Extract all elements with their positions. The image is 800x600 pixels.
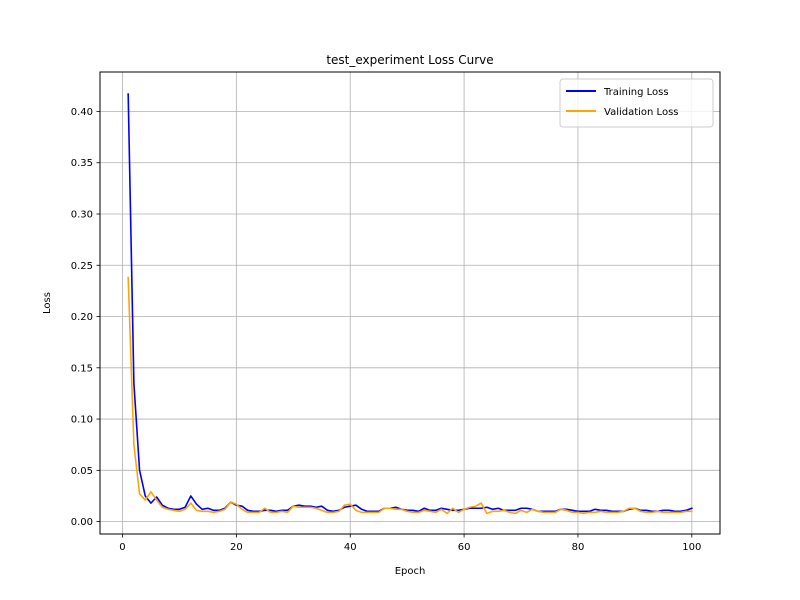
y-tick-label: 0.15: [71, 363, 93, 374]
x-tick-label: 100: [682, 542, 701, 553]
training-loss-line: [127, 93, 693, 513]
x-tick-label: 40: [344, 542, 357, 553]
grid: [100, 72, 720, 534]
validation-loss-line: [127, 276, 693, 515]
x-tick-label: 0: [119, 542, 125, 553]
axis-ticks: 0 20 40 60 80 100 0.00 0.05 0.10 0.15 0.20 0.25 0.30…: [71, 107, 702, 553]
legend-label-training: Training Loss: [603, 87, 669, 98]
y-tick-label: 0.10: [71, 415, 93, 426]
legend: Training Loss Validation Loss: [559, 78, 714, 128]
plot-lines: [127, 93, 693, 515]
plot-frame: [99, 71, 721, 535]
y-tick-label: 0.40: [71, 107, 93, 118]
y-tick-label: 0.20: [71, 312, 93, 323]
legend-label-validation: Validation Loss: [604, 107, 679, 118]
x-axis-title: Epoch: [395, 566, 426, 577]
y-tick-label: 0.30: [71, 210, 93, 221]
y-tick-label: 0.35: [71, 158, 93, 169]
x-tick-label: 20: [230, 542, 243, 553]
legend-box: [559, 78, 714, 128]
chart-title: test_experiment Loss Curve: [326, 53, 493, 67]
x-tick-label: 60: [458, 542, 471, 553]
y-tick-label: 0.00: [71, 517, 93, 528]
y-tick-label: 0.25: [71, 261, 93, 272]
x-tick-label: 80: [572, 542, 585, 553]
y-tick-label: 0.05: [71, 466, 93, 477]
y-axis-title: Loss: [42, 292, 53, 314]
